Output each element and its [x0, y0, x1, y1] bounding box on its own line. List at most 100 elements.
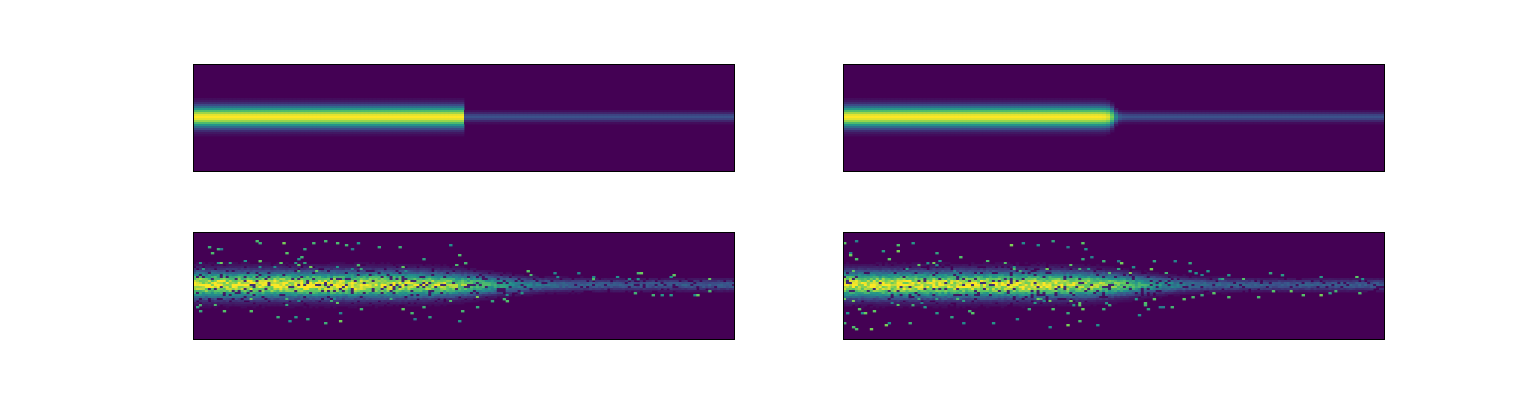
heatmap-cell: [210, 296, 215, 299]
heatmap-cell: [389, 286, 393, 289]
heatmap-cell: [256, 110, 262, 113]
heatmap-cell: [260, 100, 266, 103]
heatmap-cell: [196, 110, 202, 113]
heatmap-cell: [535, 114, 541, 117]
axes-frame: [193, 64, 735, 172]
heatmap-cell: [671, 116, 676, 119]
heatmap-cell: [225, 294, 230, 297]
heatmap-cell: [424, 110, 429, 113]
heatmap-cell: [914, 130, 920, 133]
heatmap-cell: [436, 134, 441, 137]
heatmap-cell: [982, 134, 987, 137]
heatmap-cell: [228, 296, 233, 299]
heatmap-cell: [210, 270, 215, 273]
heatmap-cell: [1026, 132, 1031, 135]
heatmap-cell: [655, 112, 660, 115]
heatmap-cell: [1209, 122, 1215, 125]
heatmap-cell: [249, 288, 253, 291]
heatmap-cell: [258, 266, 262, 269]
heatmap-cell: [213, 302, 218, 305]
heatmap-cell: [416, 114, 421, 117]
heatmap-cell: [874, 116, 880, 119]
heatmap-cell: [353, 276, 358, 279]
heatmap-cell: [703, 114, 708, 117]
heatmap-cell: [416, 134, 421, 137]
heatmap-cell: [284, 126, 290, 129]
heatmap-cell: [440, 106, 445, 109]
heatmap-cell: [910, 112, 916, 115]
heatmap-cell: [232, 98, 238, 101]
heatmap-cell: [1094, 100, 1099, 103]
heatmap-cell: [1058, 116, 1063, 119]
heatmap-cell: [261, 286, 265, 289]
heatmap-cell: [252, 276, 256, 279]
heatmap-cell: [268, 126, 274, 129]
heatmap-cell: [1317, 122, 1322, 125]
heatmap-cell: [327, 268, 331, 271]
heatmap-cell: [264, 114, 270, 117]
heatmap-cell: [1341, 122, 1346, 125]
heatmap-cell: [1373, 118, 1378, 121]
heatmap-cell: [308, 114, 313, 117]
heatmap-cell: [303, 270, 307, 273]
heatmap-cell: [1026, 106, 1031, 109]
heatmap-cell: [523, 110, 529, 113]
heatmap-cell: [914, 108, 920, 111]
heatmap-cell: [234, 278, 239, 281]
heatmap-cell: [324, 304, 328, 307]
heatmap-cell: [898, 132, 904, 135]
heatmap-cell: [353, 296, 358, 299]
heatmap-cell: [196, 128, 202, 131]
heatmap-cell: [201, 302, 206, 305]
heatmap-cell: [224, 130, 230, 133]
heatmap-cell: [219, 292, 224, 295]
heatmap-cell: [619, 114, 624, 117]
heatmap-cell: [389, 282, 393, 285]
heatmap-cell: [220, 126, 226, 129]
heatmap-cell: [958, 120, 963, 123]
heatmap-cell: [946, 98, 952, 101]
heatmap-cell: [1321, 118, 1326, 121]
heatmap-cell: [258, 292, 262, 295]
heatmap-cell: [551, 116, 557, 119]
heatmap-cell: [1225, 110, 1230, 113]
heatmap-cell: [228, 104, 234, 107]
heatmap-cell: [432, 114, 437, 117]
heatmap-cell: [400, 124, 405, 127]
heatmap-cell: [1070, 128, 1075, 131]
heatmap-cell: [1169, 118, 1175, 121]
heatmap-cell: [255, 288, 259, 291]
heatmap-cell: [843, 132, 848, 135]
heatmap-cell: [243, 282, 248, 285]
heatmap-cell: [204, 264, 209, 267]
heatmap-cell: [547, 122, 553, 125]
heatmap-cell: [898, 116, 904, 119]
heatmap-cell: [336, 130, 341, 133]
heatmap-cell: [1377, 114, 1382, 117]
heatmap-cell: [1277, 112, 1282, 115]
heatmap-cell: [611, 110, 616, 113]
heatmap-cell: [377, 290, 382, 293]
heatmap-cell: [252, 98, 258, 101]
heatmap-cell: [268, 132, 274, 135]
heatmap-cell: [228, 276, 233, 279]
heatmap-cell: [428, 134, 433, 137]
heatmap-cell: [882, 112, 888, 115]
heatmap-cell: [248, 128, 254, 131]
heatmap-cell: [448, 118, 453, 121]
heatmap-cell: [308, 106, 313, 109]
heatmap-cell: [1129, 120, 1135, 123]
heatmap-cell: [1046, 128, 1051, 131]
heatmap-cell: [1082, 128, 1087, 131]
heatmap-cell: [372, 108, 377, 111]
heatmap-cell: [1014, 124, 1019, 127]
heatmap-cell: [639, 122, 644, 125]
heatmap-cell: [1137, 120, 1143, 123]
heatmap-cell: [321, 288, 325, 291]
heatmap-cell: [216, 108, 222, 111]
heatmap-cell: [898, 118, 904, 121]
heatmap-cell: [384, 120, 389, 123]
heatmap-cell: [396, 120, 401, 123]
heatmap-cell: [531, 122, 537, 125]
heatmap-cell: [386, 272, 390, 275]
